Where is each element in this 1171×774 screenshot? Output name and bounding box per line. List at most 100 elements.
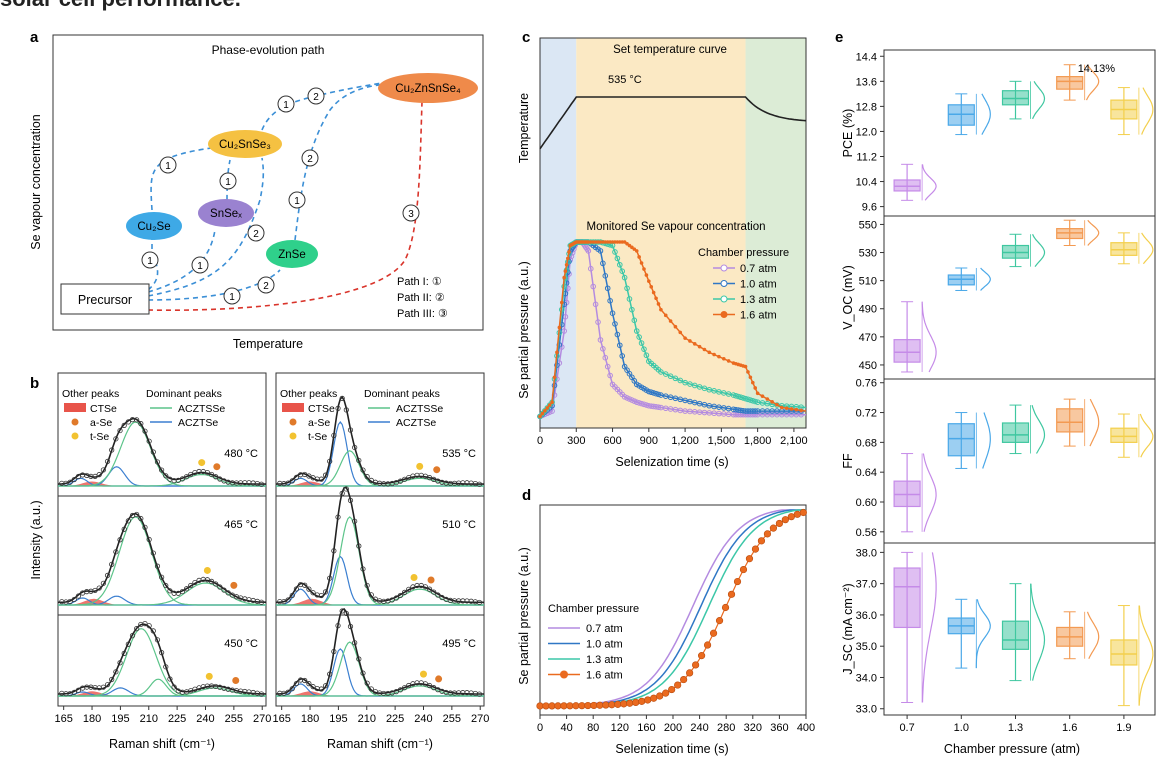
marker-1: 1	[165, 161, 171, 172]
e-xlabel: Chamber pressure (atm)	[944, 742, 1080, 756]
raman-data-point	[113, 436, 119, 442]
path-legend-3: Path III: ③	[397, 308, 448, 320]
se-series-marker	[784, 406, 789, 411]
raman-data-point	[422, 584, 428, 590]
legend-ctse: CTSe	[90, 403, 117, 415]
raman-data-point	[179, 476, 186, 482]
se-series-marker	[655, 404, 662, 410]
c-xtick-label: 900	[640, 435, 658, 447]
raman-data-point	[476, 691, 483, 697]
d-series-marker	[692, 661, 700, 669]
d-series-marker	[656, 692, 664, 700]
raman-data-point	[401, 589, 408, 595]
raman-data-point	[159, 650, 165, 656]
node-precursor-label: Precursor	[78, 293, 132, 307]
e-ytick-label: 35.0	[856, 641, 877, 653]
raman-panel-left: Other peaks Dominant peaks CTSe a-Se t-Se ACZ…	[54, 372, 271, 751]
raman-data-point	[121, 650, 127, 656]
raman-data-point	[310, 684, 316, 690]
raman-data-point	[285, 480, 291, 486]
e-ytick-label: 33.0	[856, 704, 877, 716]
d-series-marker	[763, 530, 772, 538]
d-series-marker	[715, 617, 724, 625]
legend-acztsse: ACZTSSe	[178, 403, 225, 415]
a-se-marker	[232, 676, 240, 684]
e-ytick-label: 0.72	[856, 408, 877, 420]
raman-data-point	[104, 572, 111, 578]
box-distribution	[921, 301, 937, 373]
raman-xtick-label: 240	[196, 713, 214, 725]
raman-data-point	[360, 566, 366, 572]
d-series-marker	[668, 685, 676, 694]
raman-data-point	[356, 543, 362, 549]
se-series-marker	[643, 352, 650, 359]
box-iqr	[1001, 90, 1030, 106]
raman-data-point	[159, 574, 165, 580]
raman-data-point	[364, 680, 370, 686]
acztsse-component	[58, 516, 266, 606]
d-legend-label: 1.3 atm	[586, 654, 623, 666]
raman-data-point	[192, 579, 198, 586]
d-series-marker	[548, 702, 556, 710]
box-iqr	[947, 423, 975, 457]
legend-other-title: Other peaks	[280, 388, 337, 400]
se-series-marker	[775, 402, 779, 407]
raman-data-point	[213, 474, 219, 480]
e-ytick-label: 9.6	[862, 202, 877, 214]
e-ytick-label: 37.0	[856, 579, 877, 591]
raman-xtick-label: 255	[225, 713, 243, 725]
a-se-marker	[433, 466, 441, 474]
se-series-marker	[555, 350, 559, 355]
box-distribution	[1141, 232, 1154, 265]
se-series-marker	[712, 352, 716, 357]
raman-xtick-label: 225	[386, 713, 404, 725]
e-ytick-label: 0.56	[856, 527, 877, 539]
raman-data-point	[204, 469, 210, 476]
d-series-marker	[781, 516, 789, 524]
se-series-marker	[794, 407, 799, 412]
se-series-marker	[617, 342, 623, 349]
se-series-marker	[547, 403, 552, 407]
raman-data-point	[150, 628, 156, 634]
panel-a: Phase-evolution path Se vapour concentra…	[29, 34, 484, 351]
raman-data-point	[343, 407, 349, 413]
e-ylabel: PCE (%)	[841, 109, 855, 158]
d-series-marker	[745, 555, 754, 563]
se-series-marker	[634, 249, 639, 253]
raman-data-point	[208, 471, 215, 478]
t-se-marker	[205, 672, 213, 680]
se-series-marker	[639, 261, 644, 265]
raman-data-point	[100, 684, 106, 690]
raman-temperature: 510 °C	[442, 519, 476, 531]
se-series-marker	[629, 306, 635, 313]
d-series-marker	[608, 701, 616, 709]
raman-data-point	[171, 684, 177, 690]
raman-data-point	[302, 677, 308, 684]
raman-data-point	[125, 518, 131, 524]
raman-data-point	[67, 598, 73, 605]
se-series-marker	[726, 359, 731, 363]
box-distribution	[975, 599, 991, 669]
d-xtick-label: 280	[717, 722, 735, 734]
se-series-marker	[656, 302, 661, 306]
se-series-marker	[721, 356, 726, 361]
raman-frame	[57, 372, 267, 707]
c-legend-marker	[720, 264, 728, 272]
d-series-marker	[769, 524, 778, 532]
panel-d: Se partial pressure (a.u.) 0 40 80 120 160 20…	[517, 504, 815, 756]
se-series-marker	[564, 262, 569, 267]
process-stage-region	[745, 38, 806, 428]
d-series-marker	[602, 701, 610, 709]
d-series-marker	[709, 629, 718, 637]
box-iqr	[1110, 639, 1138, 666]
box-distribution	[1141, 87, 1154, 135]
d-series-marker	[703, 641, 712, 649]
se-series-marker	[650, 390, 657, 396]
se-series-marker	[765, 397, 770, 401]
se-series-marker	[633, 328, 640, 334]
raman-data-point	[327, 575, 333, 581]
d-xtick-label: 160	[637, 722, 655, 734]
raman-data-point	[293, 680, 300, 687]
raman-data-point	[146, 623, 152, 629]
raman-data-point	[142, 428, 148, 434]
